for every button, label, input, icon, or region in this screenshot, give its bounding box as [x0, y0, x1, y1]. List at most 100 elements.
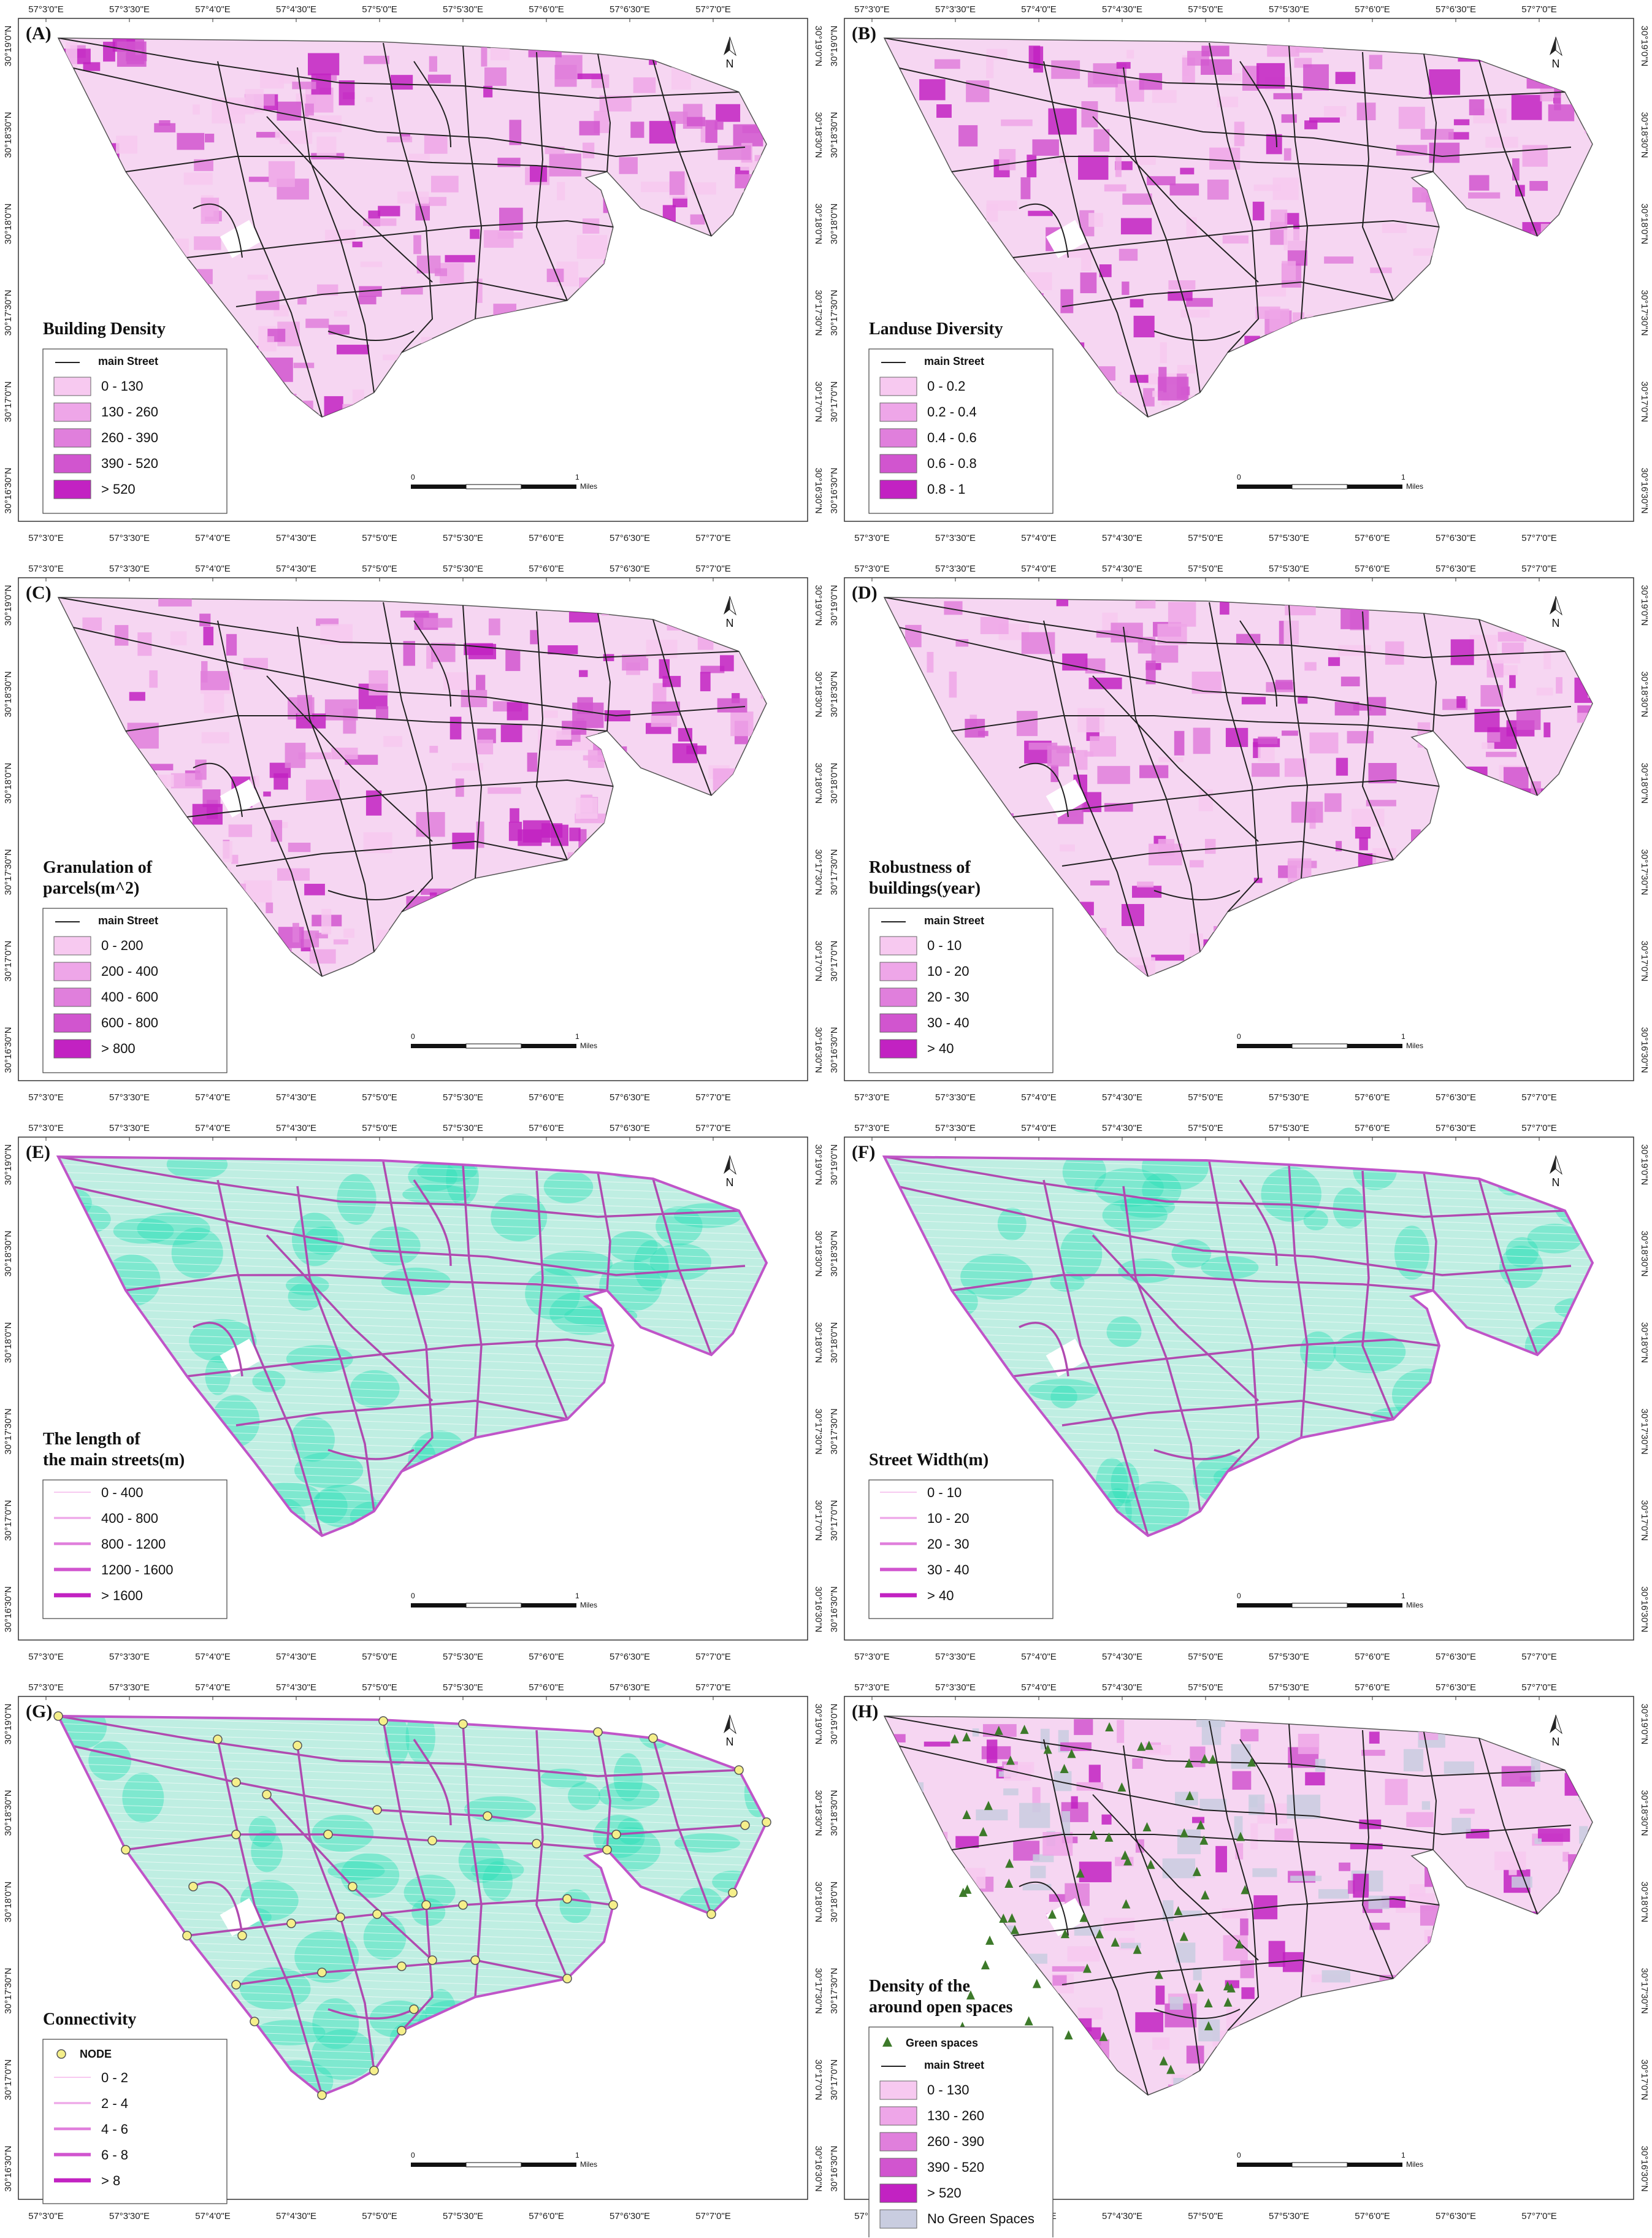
street-fine — [58, 1211, 767, 1236]
parcel-block — [1512, 1876, 1532, 1888]
main-street-line — [58, 597, 740, 659]
map-svg: 57°3'0"E 57°3'0"E 57°3'30"E 57°3'30"E 57°4'0… — [3, 4, 824, 543]
lat-label-right: 30°17'30"N — [1639, 289, 1650, 335]
parcel-block — [976, 1809, 1008, 1821]
lat-label-right: 30°19'0"N — [1639, 585, 1650, 626]
parcel-block — [1420, 129, 1454, 140]
lat-label-left: 30°19'0"N — [3, 585, 13, 626]
scale-seg — [521, 1044, 576, 1048]
lat-label-right: 30°16'30"N — [813, 2145, 824, 2191]
teal-glow — [313, 1489, 348, 1523]
lat-label-left: 30°18'0"N — [829, 204, 839, 245]
parcel-block — [1193, 727, 1210, 754]
street-fine — [884, 1187, 1593, 1213]
lon-label-bottom: 57°6'0"E — [529, 533, 564, 543]
main-street-line — [1423, 1172, 1437, 1291]
main-street-line — [884, 38, 1566, 99]
parcel-block — [1122, 193, 1152, 205]
scale-seg — [1237, 485, 1292, 489]
main-street-line — [1092, 1794, 1259, 1961]
lat-label-left: 30°17'30"N — [829, 849, 839, 895]
parcel-block — [170, 631, 187, 646]
parcel-block — [1081, 258, 1092, 272]
teal-glow — [1094, 1168, 1164, 1207]
main-street-line — [70, 626, 746, 717]
map-svg: 57°3'0"E 57°3'0"E 57°3'30"E 57°3'30"E 57°4'0… — [3, 564, 824, 1103]
node-marker — [378, 1716, 388, 1726]
main-street-line — [1288, 605, 1309, 879]
map-panel-c: 57°3'0"E 57°3'0"E 57°3'30"E 57°3'30"E 57°4'0… — [0, 559, 826, 1119]
lat-label-left: 30°18'30"N — [829, 1790, 839, 1836]
parcel-block — [363, 218, 397, 226]
parcel-block — [1169, 183, 1199, 196]
parcel-block — [1450, 639, 1474, 665]
lon-label-bottom: 57°6'0"E — [529, 2211, 564, 2221]
teal-glow — [1141, 1157, 1209, 1191]
lon-label-top: 57°6'0"E — [529, 1682, 564, 1693]
scale-one: 1 — [1401, 473, 1405, 481]
parcel-block — [360, 261, 383, 267]
main-street-line — [186, 220, 614, 258]
parcel-block — [1511, 94, 1542, 120]
main-street-line — [1092, 1234, 1260, 1402]
legend-title: Street Width(m) — [869, 1450, 989, 1470]
parcel-block — [375, 706, 389, 720]
main-street-line — [266, 675, 433, 842]
lon-label-bottom: 57°5'30"E — [443, 2211, 483, 2221]
main-street-line — [896, 1185, 1572, 1276]
lat-label-left: 30°18'0"N — [829, 1882, 839, 1923]
node-marker — [53, 1711, 63, 1721]
lat-label-right: 30°19'0"N — [1639, 1144, 1650, 1186]
parcel-block — [194, 236, 221, 250]
parcel-block — [268, 161, 295, 187]
teal-glow — [294, 1930, 359, 1983]
lat-label-left: 30°17'30"N — [3, 1408, 13, 1454]
parcel-block — [1177, 1829, 1201, 1855]
legend-swatch — [879, 428, 917, 448]
parcel-block — [1543, 649, 1551, 670]
main-street-line — [597, 53, 611, 172]
map-panel-a: 57°3'0"E 57°3'0"E 57°3'30"E 57°3'30"E 57°4'0… — [0, 0, 826, 559]
scale-zero: 0 — [1237, 473, 1241, 481]
parcel-block — [1033, 1854, 1054, 1863]
main-street-line — [327, 331, 415, 341]
node-marker — [397, 2026, 407, 2036]
legend-box: main Street 0 - 10 10 - 20 20 - 30 30 - 40 > … — [868, 908, 1054, 1073]
lon-label-top: 57°5'30"E — [1269, 1682, 1309, 1693]
parcel-block — [1536, 688, 1553, 696]
main-street-line — [216, 1179, 323, 1536]
street-fine — [58, 1850, 767, 1876]
parcel-block — [1218, 73, 1241, 82]
node-marker — [706, 1909, 716, 1919]
parcel-block — [1421, 1801, 1431, 1810]
lon-label-bottom: 57°3'30"E — [935, 1652, 976, 1662]
parcel-block — [1347, 730, 1374, 744]
parcel-block — [429, 56, 437, 72]
lat-label-right: 30°17'0"N — [1639, 941, 1650, 982]
lon-label-bottom: 57°6'30"E — [1436, 2211, 1476, 2221]
main-street-line — [58, 1157, 740, 1218]
north-label: N — [1552, 1736, 1560, 1748]
parcel-block — [582, 142, 595, 159]
node-marker — [372, 1909, 382, 1919]
lat-label-right: 30°18'0"N — [1639, 1322, 1650, 1363]
parcel-block — [1126, 50, 1134, 59]
parcel-block — [1361, 1750, 1385, 1756]
city-outline — [883, 597, 1593, 977]
street-fine — [58, 1802, 767, 1828]
parcel-block — [114, 625, 129, 646]
scale-seg — [465, 2162, 522, 2167]
parcel-block — [297, 695, 312, 717]
parcel-block — [1121, 903, 1144, 926]
lon-label-top: 57°6'0"E — [529, 4, 564, 15]
parcel-block — [554, 64, 577, 87]
teal-glow — [1102, 1198, 1168, 1233]
legend-item-label: 6 - 8 — [101, 2147, 128, 2163]
main-street-line — [193, 1881, 243, 1936]
legend-item-label: 400 - 800 — [101, 1511, 158, 1526]
legend-item-label: > 520 — [927, 2185, 962, 2201]
lat-label-left: 30°17'0"N — [829, 2060, 839, 2101]
parcel-block — [1486, 732, 1501, 742]
teal-glow — [337, 1173, 377, 1225]
